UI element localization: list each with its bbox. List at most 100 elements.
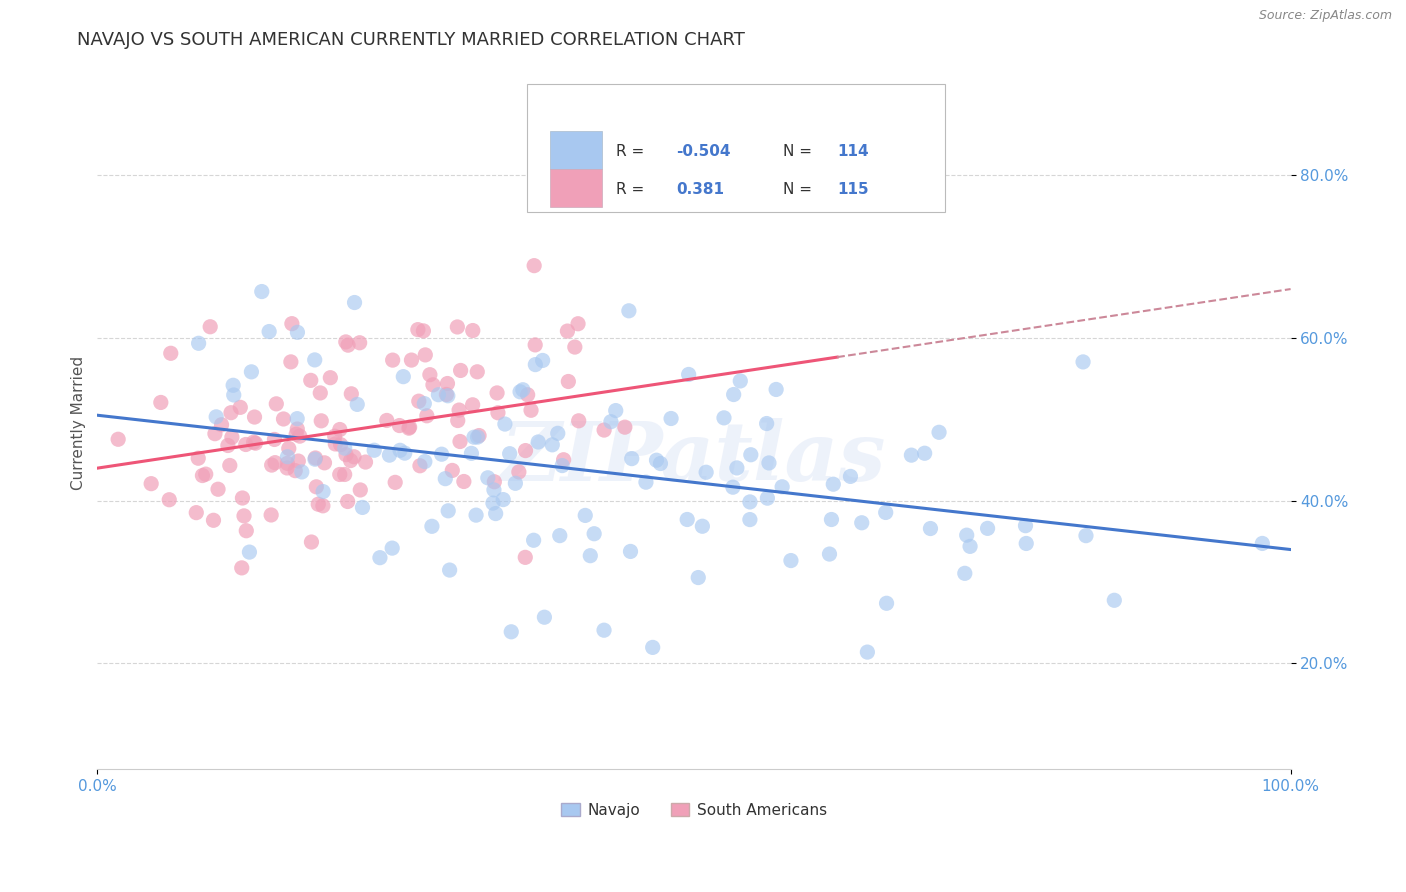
Point <box>186 506 208 520</box>
Point <box>437 504 460 518</box>
Text: NAVAJO VS SOUTH AMERICAN CURRENTLY MARRIED CORRELATION CHART: NAVAJO VS SOUTH AMERICAN CURRENTLY MARRI… <box>77 31 745 49</box>
Point <box>461 398 484 412</box>
Point <box>280 355 302 369</box>
Point <box>323 437 346 451</box>
Point <box>229 401 252 415</box>
Point <box>245 436 267 450</box>
Point <box>541 438 564 452</box>
Point <box>263 433 285 447</box>
Point <box>250 285 273 299</box>
Point <box>509 384 531 399</box>
Point <box>461 324 484 338</box>
Point <box>354 455 377 469</box>
Point <box>1071 355 1094 369</box>
Text: 114: 114 <box>837 144 869 159</box>
Point <box>482 483 505 497</box>
Point <box>291 465 314 479</box>
Point <box>389 443 412 458</box>
Point <box>634 475 657 490</box>
Point <box>547 426 569 441</box>
Point <box>755 417 778 431</box>
Point <box>304 450 326 465</box>
Point <box>352 500 374 515</box>
Point <box>441 463 464 477</box>
Point <box>392 369 415 384</box>
Point <box>531 353 554 368</box>
Point <box>309 414 332 428</box>
Point <box>557 375 579 389</box>
Point <box>758 456 780 470</box>
Point <box>875 506 897 520</box>
Point <box>384 475 406 490</box>
Point <box>235 524 257 538</box>
Point <box>413 348 436 362</box>
Point <box>378 448 401 462</box>
Point <box>375 413 398 427</box>
Point <box>593 624 616 638</box>
Point <box>600 415 623 429</box>
Point <box>659 411 682 425</box>
Point <box>839 469 862 483</box>
Point <box>617 303 640 318</box>
Point <box>260 508 283 522</box>
Point <box>207 482 229 496</box>
Text: R =: R = <box>616 144 645 159</box>
Point <box>336 494 359 508</box>
Point <box>187 336 209 351</box>
Text: ZIPatlas: ZIPatlas <box>501 418 887 498</box>
Point <box>408 394 430 409</box>
Point <box>820 512 842 526</box>
Y-axis label: Currently Married: Currently Married <box>72 356 86 491</box>
Point <box>329 423 352 437</box>
Point <box>191 468 214 483</box>
Point <box>398 420 420 434</box>
Point <box>233 508 256 523</box>
Point <box>276 456 298 470</box>
Point <box>450 363 472 377</box>
Point <box>416 409 439 423</box>
Point <box>211 417 233 432</box>
Point <box>738 512 761 526</box>
Point <box>512 383 534 397</box>
Point <box>515 443 537 458</box>
Point <box>583 526 606 541</box>
Point <box>343 450 366 464</box>
Point <box>329 467 352 482</box>
Point <box>692 519 714 533</box>
Point <box>235 437 257 451</box>
Point <box>477 471 499 485</box>
Point <box>304 452 326 467</box>
Point <box>394 446 416 460</box>
Point <box>287 326 309 340</box>
Point <box>856 645 879 659</box>
Point <box>323 429 346 443</box>
Point <box>222 388 245 402</box>
Point <box>333 441 356 455</box>
Point <box>349 483 371 497</box>
Point <box>276 450 298 464</box>
Point <box>446 320 468 334</box>
Point <box>515 550 537 565</box>
Point <box>523 533 546 548</box>
Point <box>242 435 264 450</box>
Point <box>277 442 299 456</box>
Point <box>765 383 787 397</box>
Point <box>713 410 735 425</box>
Point <box>468 428 491 442</box>
Point <box>439 563 461 577</box>
Point <box>494 417 516 431</box>
Point <box>219 406 242 420</box>
Point <box>398 421 420 435</box>
Point <box>564 340 586 354</box>
Point <box>337 338 360 352</box>
Point <box>551 458 574 473</box>
Point <box>413 396 436 410</box>
Point <box>406 323 429 337</box>
Text: N =: N = <box>783 182 813 197</box>
Text: N =: N = <box>783 144 813 159</box>
Point <box>412 324 434 338</box>
Point <box>409 458 432 473</box>
Point <box>221 430 243 444</box>
Point <box>159 346 181 360</box>
Point <box>434 472 457 486</box>
